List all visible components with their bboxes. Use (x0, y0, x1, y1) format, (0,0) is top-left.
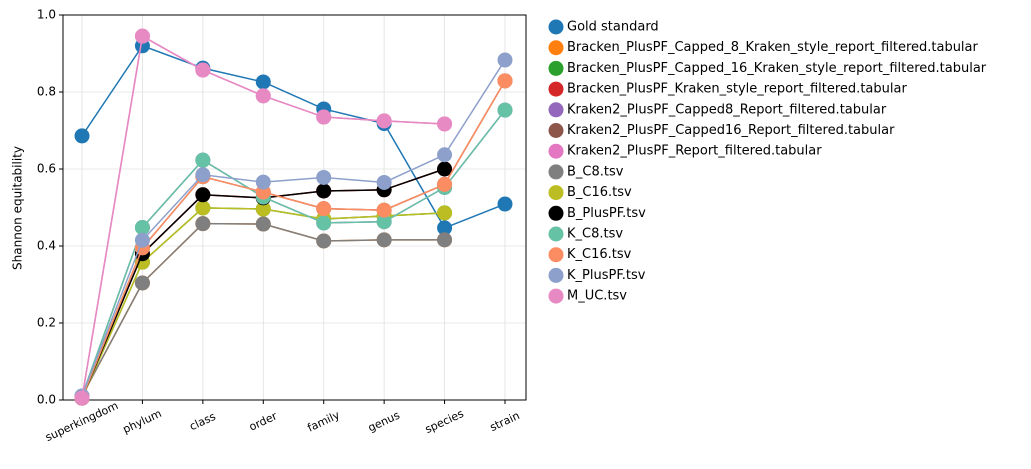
data-point (437, 205, 453, 221)
legend-label: Kraken2_PlusPF_Report_filtered.tabular (567, 144, 822, 159)
data-point (316, 201, 332, 217)
legend-label: K_PlusPF.tsv (567, 268, 646, 283)
data-point (497, 196, 513, 212)
data-point (134, 220, 150, 236)
legend-marker (548, 143, 564, 159)
data-point (255, 174, 271, 190)
data-point (376, 214, 392, 230)
data-point (195, 187, 211, 203)
data-point (376, 113, 392, 129)
y-tick-label: 0.2 (37, 316, 56, 330)
data-point (376, 232, 392, 248)
data-point (255, 88, 271, 104)
data-point (255, 216, 271, 232)
data-point (134, 275, 150, 291)
data-point (437, 220, 453, 236)
legend-marker (548, 226, 564, 242)
data-point (134, 232, 150, 248)
y-tick-label: 0.8 (37, 85, 56, 99)
data-point (437, 147, 453, 163)
legend-label: B_PlusPF.tsv (567, 206, 646, 221)
data-point (437, 232, 453, 248)
series-line (81, 109, 506, 397)
data-point (74, 128, 90, 144)
data-point (195, 167, 211, 183)
series-line (81, 44, 506, 229)
y-tick-label: 1.0 (37, 8, 56, 22)
plot-frame (62, 14, 527, 401)
data-point (255, 74, 271, 90)
legend-label: M_UC.tsv (567, 289, 627, 304)
legend-marker (548, 60, 564, 76)
legend: Gold standard Bracken_PlusPF_Capped_8_Kra… (548, 19, 987, 304)
series-line (81, 59, 506, 397)
legend-label: K_C16.tsv (567, 247, 632, 262)
data-point (497, 73, 513, 89)
data-point (316, 183, 332, 199)
data-point (316, 233, 332, 249)
legend-label: Bracken_PlusPF_Kraken_style_report_filte… (567, 82, 907, 97)
y-tick-label: 0.6 (37, 162, 56, 176)
data-point (437, 161, 453, 177)
data-point (497, 102, 513, 118)
data-point (195, 216, 211, 232)
data-point (195, 152, 211, 168)
x-tick-label: order (247, 409, 280, 433)
legend-marker (548, 40, 564, 56)
data-point (195, 62, 211, 78)
data-point (437, 176, 453, 192)
data-point (376, 202, 392, 218)
legend-label: B_C8.tsv (567, 164, 624, 179)
y-tick-label: 0.4 (37, 239, 56, 253)
data-point (376, 174, 392, 190)
data-point (255, 201, 271, 217)
data-point (74, 390, 90, 406)
legend-label: Bracken_PlusPF_Capped_8_Kraken_style_rep… (567, 40, 979, 55)
x-tick-label: family (305, 408, 342, 434)
legend-marker (548, 288, 564, 304)
legend-label: B_C16.tsv (567, 185, 632, 200)
legend-marker (548, 267, 564, 283)
legend-label: Bracken_PlusPF_Capped_16_Kraken_style_re… (567, 61, 987, 76)
legend-marker (548, 19, 564, 35)
x-tick-label: strain (488, 409, 522, 434)
y-axis-label: Shannon equitability (11, 146, 25, 270)
grid (63, 14, 526, 401)
data-point (316, 169, 332, 185)
data-point (316, 215, 332, 231)
data-point (437, 116, 453, 132)
legend-marker (548, 164, 564, 180)
legend-marker (548, 81, 564, 97)
x-tick-label: genus (366, 408, 402, 434)
y-tick-label: 0.0 (37, 393, 56, 407)
data-point (134, 28, 150, 44)
legend-marker (548, 205, 564, 221)
data-point (195, 200, 211, 216)
legend-label: K_C8.tsv (567, 227, 623, 242)
x-tick-label: species (423, 407, 466, 436)
legend-label: Kraken2_PlusPF_Capped16_Report_filtered.… (567, 123, 895, 138)
legend-marker (548, 185, 564, 201)
data-point (316, 109, 332, 125)
x-tick-label: class (188, 410, 218, 433)
legend-marker (548, 123, 564, 138)
x-tick-label: phylum (121, 407, 164, 436)
data-point (497, 52, 513, 68)
legend-label: Gold standard (567, 20, 659, 35)
legend-label: Kraken2_PlusPF_Capped8_Report_filtered.t… (567, 102, 887, 117)
legend-marker (548, 247, 564, 263)
legend-marker (548, 102, 564, 118)
series-line (81, 80, 506, 399)
